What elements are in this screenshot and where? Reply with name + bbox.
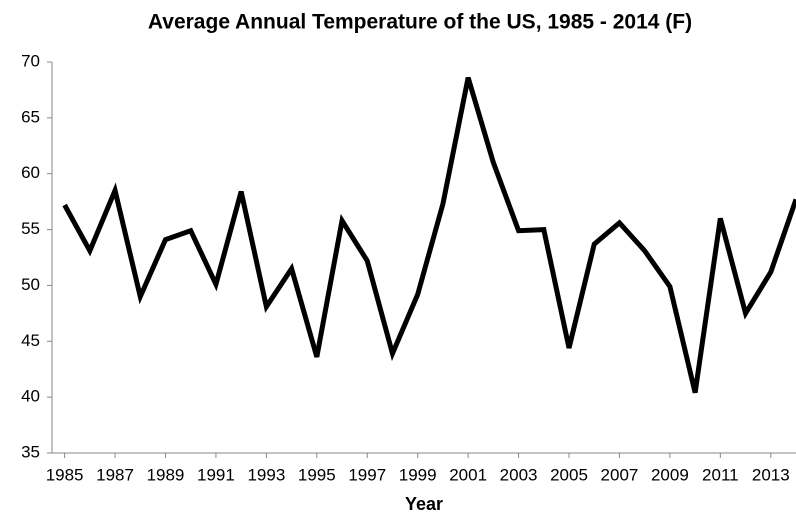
y-tick-label: 40: [21, 387, 40, 406]
x-axis-label: Year: [405, 494, 443, 514]
x-tick-label: 1995: [298, 465, 336, 484]
y-tick-label: 60: [21, 163, 40, 182]
line-series: [62, 76, 796, 394]
y-tick-label: 65: [21, 107, 40, 126]
x-tick-label: 2013: [752, 465, 790, 484]
y-tick-label: 55: [21, 219, 40, 238]
x-tick-label: 1985: [46, 465, 84, 484]
chart-title: Average Annual Temperature of the US, 19…: [148, 11, 692, 34]
x-tick-label: 1997: [348, 465, 386, 484]
x-tick-label: 2005: [550, 465, 588, 484]
x-tick-label: 2009: [651, 465, 689, 484]
x-tick-label: 2007: [601, 465, 639, 484]
y-tick-label: 35: [21, 442, 40, 461]
x-tick-label: 1991: [197, 465, 235, 484]
x-tick-label: 1987: [96, 465, 134, 484]
x-tick-label: 1999: [399, 465, 437, 484]
x-tick-label: 2003: [500, 465, 538, 484]
y-tick-label: 70: [21, 51, 40, 70]
y-tick-label: 45: [21, 331, 40, 350]
x-tick-label: 2001: [449, 465, 487, 484]
x-tick-label: 2011: [702, 465, 739, 484]
x-tick-label: 1993: [247, 465, 285, 484]
y-tick-label: 50: [21, 275, 40, 294]
x-tick-label: 1989: [147, 465, 185, 484]
